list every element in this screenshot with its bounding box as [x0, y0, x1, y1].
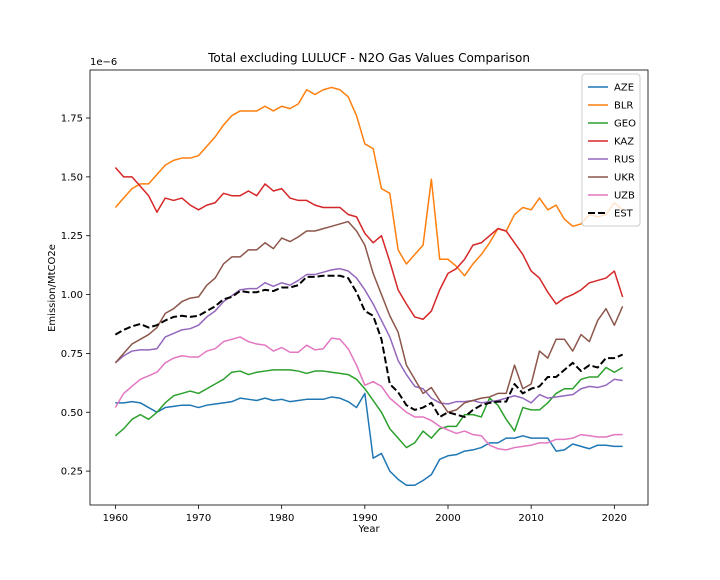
y-tick-label: 1.50	[61, 172, 83, 183]
legend-label: RUS	[614, 155, 635, 166]
legend-label: UKR	[614, 173, 635, 184]
legend-label: BLR	[614, 101, 633, 112]
legend-label: EST	[614, 209, 634, 220]
y-axis-label: Emission/MtCO2e	[47, 244, 58, 332]
y-tick-label: 0.25	[61, 467, 83, 478]
x-tick-label: 1990	[352, 513, 377, 524]
x-tick-label: 1960	[103, 513, 128, 524]
y-tick-label: 1.00	[61, 290, 83, 301]
y-offset-label: 1e−6	[90, 57, 117, 68]
series-line	[114, 274, 624, 418]
series-line	[114, 267, 623, 405]
legend-box	[581, 73, 641, 227]
y-tick-label: 1.75	[61, 114, 83, 125]
series-line	[114, 220, 624, 414]
y-tick-label: 1.25	[61, 231, 83, 242]
series-line	[115, 392, 623, 486]
legend-label: GEO	[614, 119, 636, 130]
legend: AZE BLR GEO KAZ RUS UKR UZB EST	[581, 73, 641, 227]
legend-label: UZB	[614, 191, 635, 202]
chart-title: Total excluding LULUCF - N2O Gas Values …	[207, 51, 530, 65]
series-line	[114, 336, 623, 451]
legend-label: KAZ	[614, 137, 634, 148]
series-line	[114, 366, 624, 449]
x-tick-label: 2020	[602, 513, 627, 524]
y-tick-label: 0.75	[61, 349, 83, 360]
x-tick-label: 1970	[186, 513, 211, 524]
x-tick-label: 2000	[435, 513, 460, 524]
series-line	[114, 166, 624, 321]
y-tick-label: 0.50	[61, 408, 83, 419]
plot-frame	[89, 69, 649, 506]
x-tick-label: 1980	[269, 513, 294, 524]
x-axis-label: Year	[357, 524, 380, 535]
legend-label: AZE	[614, 83, 634, 94]
series-line	[114, 86, 624, 277]
x-tick-label: 2010	[518, 513, 543, 524]
